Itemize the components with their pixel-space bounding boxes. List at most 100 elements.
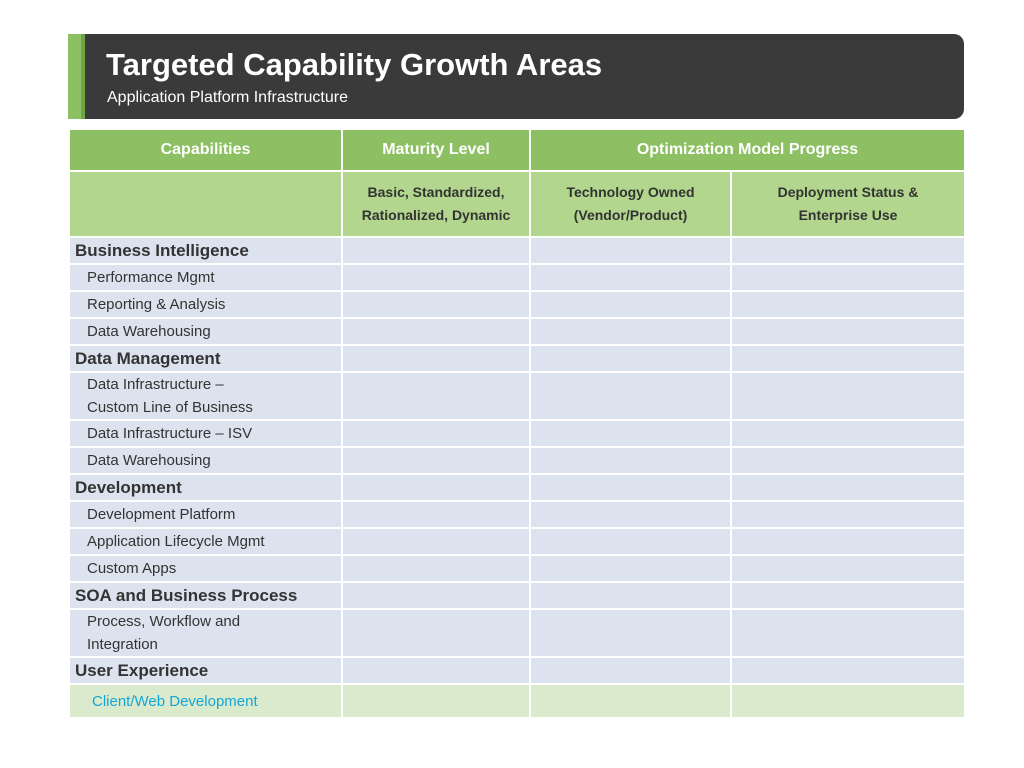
deployment-cell <box>729 527 967 556</box>
table-header-row: Capabilities Maturity Level Optimization… <box>68 128 967 172</box>
table-row: Application Lifecycle Mgmt <box>68 527 967 556</box>
subheader-technology-line1: Technology Owned <box>566 184 695 200</box>
deployment-cell <box>729 608 967 658</box>
deployment-cell <box>729 290 967 319</box>
capability-table: Capabilities Maturity Level Optimization… <box>68 128 967 719</box>
table-row: Data Infrastructure – Custom Line of Busi… <box>68 371 967 421</box>
technology-cell <box>529 608 732 658</box>
subheader-deployment-line1: Deployment Status & <box>777 184 919 200</box>
table-row: Client/Web Development <box>68 683 967 719</box>
category-row: SOA and Business Process <box>68 581 967 610</box>
maturity-cell <box>341 683 531 719</box>
category-label: User Experience <box>68 656 343 685</box>
deployment-cell <box>729 473 967 502</box>
capability-label-line2: Integration <box>87 636 158 653</box>
subheader-blank <box>68 170 343 238</box>
maturity-cell <box>341 473 531 502</box>
technology-cell <box>529 236 732 265</box>
technology-cell <box>529 656 732 685</box>
technology-cell <box>529 371 732 421</box>
capability-label-line2: Custom Line of Business <box>87 399 253 416</box>
category-row: Development <box>68 473 967 502</box>
column-header-capabilities: Capabilities <box>68 128 343 172</box>
deployment-cell <box>729 263 967 292</box>
category-label: Data Management <box>68 344 343 373</box>
deployment-cell <box>729 236 967 265</box>
deployment-cell <box>729 317 967 346</box>
maturity-cell <box>341 317 531 346</box>
capability-label: Data Infrastructure – ISV <box>68 419 343 448</box>
table-row: Performance Mgmt <box>68 263 967 292</box>
table-row: Data Warehousing <box>68 317 967 346</box>
title-accent-bar <box>68 34 85 119</box>
table-subheader-row: Basic, Standardized, Rationalized, Dynam… <box>68 170 967 238</box>
subheader-deployment-line2: Enterprise Use <box>798 207 898 223</box>
table-row: Reporting & Analysis <box>68 290 967 319</box>
subheader-deployment: Deployment Status & Enterprise Use <box>729 170 967 238</box>
technology-cell <box>529 446 732 475</box>
capability-label: Client/Web Development <box>68 683 343 719</box>
deployment-cell <box>729 419 967 448</box>
page-title: Targeted Capability Growth Areas <box>106 47 603 82</box>
column-header-maturity: Maturity Level <box>341 128 531 172</box>
column-header-optimization: Optimization Model Progress <box>528 128 967 172</box>
table-body: Business Intelligence Performance Mgmt Rep… <box>68 236 967 719</box>
subheader-maturity: Basic, Standardized, Rationalized, Dynam… <box>341 170 531 238</box>
maturity-cell <box>341 527 531 556</box>
category-label: Development <box>68 473 343 502</box>
technology-cell <box>529 554 732 583</box>
category-row: Business Intelligence <box>68 236 967 265</box>
subheader-technology-line2: (Vendor/Product) <box>573 207 688 223</box>
title-accent-stripe <box>81 34 85 119</box>
capability-label-line1: Process, Workflow and <box>87 613 241 630</box>
page-subtitle: Application Platform Infrastructure <box>107 89 348 106</box>
table-row: Data Warehousing <box>68 446 967 475</box>
maturity-cell <box>341 236 531 265</box>
maturity-cell <box>341 371 531 421</box>
deployment-cell <box>729 371 967 421</box>
maturity-cell <box>341 581 531 610</box>
maturity-cell <box>341 419 531 448</box>
category-label: Business Intelligence <box>68 236 343 265</box>
capability-label: Data Warehousing <box>68 317 343 346</box>
maturity-cell <box>341 554 531 583</box>
technology-cell <box>529 500 732 529</box>
technology-cell <box>529 527 732 556</box>
table-row: Development Platform <box>68 500 967 529</box>
technology-cell <box>529 581 732 610</box>
subheader-technology: Technology Owned (Vendor/Product) <box>529 170 732 238</box>
category-row: Data Management <box>68 344 967 373</box>
technology-cell <box>529 317 732 346</box>
capability-label: Process, Workflow and Integration <box>68 608 343 658</box>
capability-label: Data Infrastructure – Custom Line of Busi… <box>68 371 343 421</box>
deployment-cell <box>729 344 967 373</box>
category-row: User Experience <box>68 656 967 685</box>
technology-cell <box>529 344 732 373</box>
table-row: Data Infrastructure – ISV <box>68 419 967 448</box>
capability-label: Reporting & Analysis <box>68 290 343 319</box>
capability-label: Development Platform <box>68 500 343 529</box>
technology-cell <box>529 473 732 502</box>
technology-cell <box>529 290 732 319</box>
maturity-cell <box>341 290 531 319</box>
capability-label: Data Warehousing <box>68 446 343 475</box>
title-banner <box>68 34 964 119</box>
capability-label: Application Lifecycle Mgmt <box>68 527 343 556</box>
maturity-cell <box>341 500 531 529</box>
maturity-cell <box>341 446 531 475</box>
subheader-maturity-line2: Rationalized, Dynamic <box>361 207 511 223</box>
maturity-cell <box>341 656 531 685</box>
technology-cell <box>529 683 732 719</box>
deployment-cell <box>729 581 967 610</box>
capability-label: Custom Apps <box>68 554 343 583</box>
subheader-maturity-line1: Basic, Standardized, <box>367 184 505 200</box>
deployment-cell <box>729 446 967 475</box>
maturity-cell <box>341 608 531 658</box>
table-row: Process, Workflow and Integration <box>68 608 967 658</box>
deployment-cell <box>729 500 967 529</box>
maturity-cell <box>341 263 531 292</box>
technology-cell <box>529 263 732 292</box>
capability-label-line1: Data Infrastructure – <box>87 376 224 393</box>
technology-cell <box>529 419 732 448</box>
deployment-cell <box>729 683 967 719</box>
